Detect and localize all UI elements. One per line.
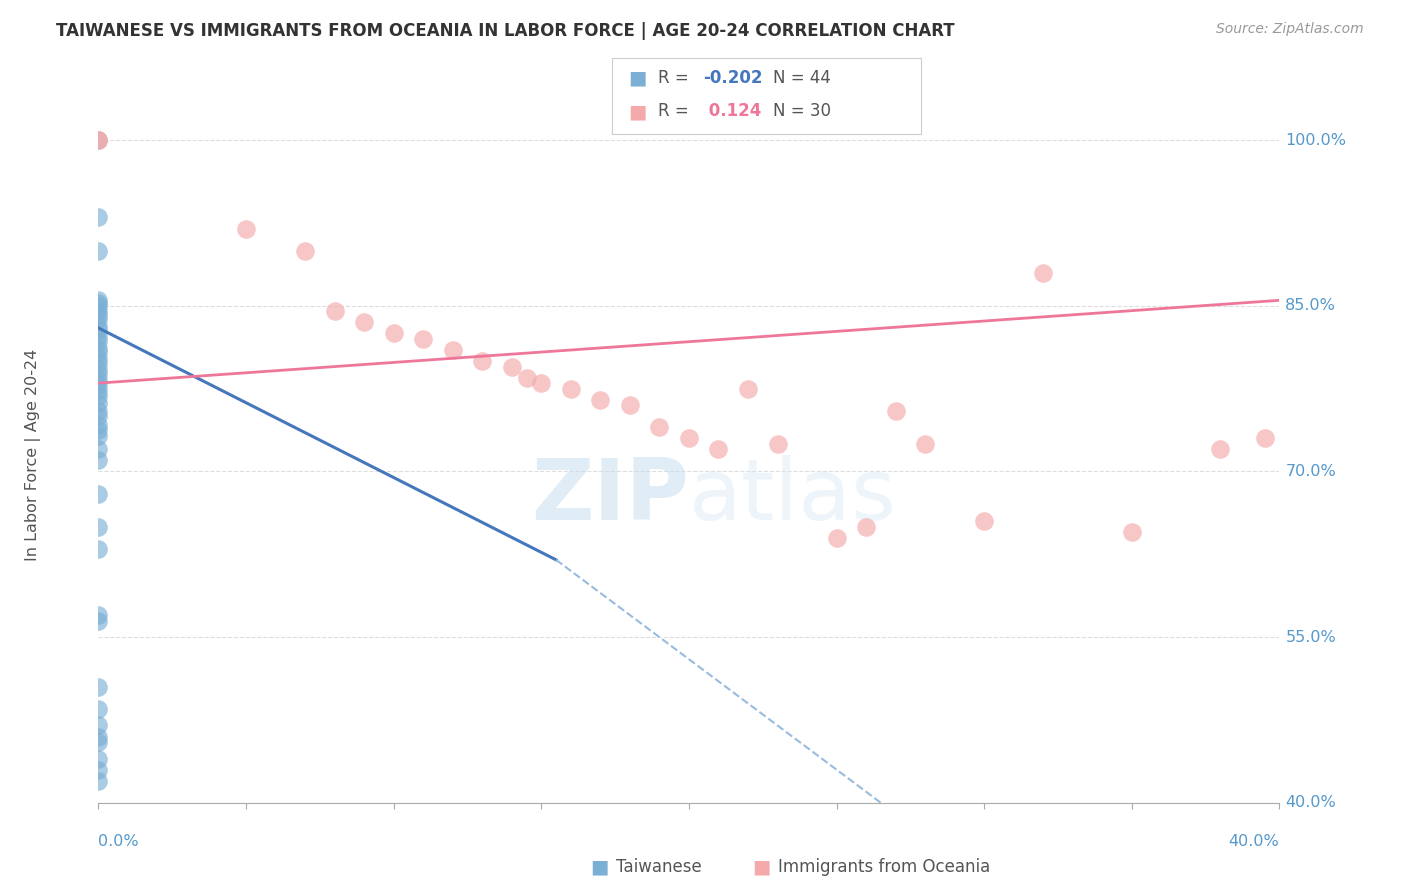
Point <box>87 334 110 348</box>
Point <box>87 442 110 457</box>
Point <box>87 423 110 437</box>
Text: ■: ■ <box>591 857 609 877</box>
Point <box>678 431 700 445</box>
Point <box>353 315 375 329</box>
Point <box>87 299 110 313</box>
Point <box>87 730 110 744</box>
Text: Immigrants from Oceania: Immigrants from Oceania <box>778 858 990 876</box>
Point <box>87 293 110 308</box>
Text: ■: ■ <box>628 102 647 121</box>
Point <box>87 304 110 318</box>
Point <box>87 323 110 337</box>
Point <box>619 398 641 412</box>
Point <box>294 244 316 258</box>
Point <box>87 373 110 387</box>
Point <box>973 514 995 528</box>
Point <box>87 453 110 467</box>
Point <box>412 332 434 346</box>
Point <box>87 718 110 732</box>
Point <box>87 318 110 333</box>
Point <box>87 356 110 370</box>
Text: ZIP: ZIP <box>531 455 689 538</box>
Point <box>501 359 523 374</box>
Point <box>87 773 110 788</box>
Point <box>707 442 730 457</box>
Point <box>87 211 110 225</box>
Text: N = 30: N = 30 <box>773 103 831 120</box>
Point <box>235 221 257 235</box>
Point <box>87 378 110 392</box>
Point <box>87 541 110 556</box>
Point <box>87 519 110 533</box>
Text: TAIWANESE VS IMMIGRANTS FROM OCEANIA IN LABOR FORCE | AGE 20-24 CORRELATION CHAR: TAIWANESE VS IMMIGRANTS FROM OCEANIA IN … <box>56 22 955 40</box>
Point <box>1121 525 1143 540</box>
Text: ■: ■ <box>628 68 647 87</box>
Point <box>87 295 110 310</box>
Point <box>87 328 110 343</box>
Point <box>87 403 110 417</box>
Point <box>87 384 110 398</box>
Point <box>515 370 537 384</box>
Point <box>825 531 848 545</box>
Text: 40.0%: 40.0% <box>1229 834 1279 849</box>
Text: atlas: atlas <box>689 455 897 538</box>
Text: Taiwanese: Taiwanese <box>616 858 702 876</box>
Text: 40.0%: 40.0% <box>1285 796 1336 810</box>
Point <box>87 763 110 777</box>
Point <box>441 343 464 357</box>
Text: R =: R = <box>658 69 695 87</box>
Point <box>87 396 110 410</box>
Point <box>87 312 110 326</box>
Point <box>87 389 110 403</box>
Text: 85.0%: 85.0% <box>1285 298 1336 313</box>
Text: 0.124: 0.124 <box>703 103 762 120</box>
Text: 55.0%: 55.0% <box>1285 630 1336 645</box>
Point <box>87 133 110 147</box>
Point <box>914 437 936 451</box>
Point <box>648 420 671 434</box>
Point <box>87 361 110 376</box>
Point <box>87 429 110 443</box>
Text: R =: R = <box>658 103 695 120</box>
Point <box>766 437 789 451</box>
Point <box>323 304 346 318</box>
Point <box>87 614 110 628</box>
Text: Source: ZipAtlas.com: Source: ZipAtlas.com <box>1216 22 1364 37</box>
Text: -0.202: -0.202 <box>703 69 762 87</box>
Point <box>87 608 110 623</box>
Point <box>87 244 110 258</box>
Point <box>87 680 110 694</box>
Point <box>1032 266 1054 280</box>
Text: 100.0%: 100.0% <box>1285 133 1347 148</box>
Point <box>87 486 110 500</box>
Point <box>87 702 110 716</box>
Point <box>87 133 110 147</box>
Point <box>87 368 110 382</box>
Text: In Labor Force | Age 20-24: In Labor Force | Age 20-24 <box>25 349 41 561</box>
Point <box>589 392 612 407</box>
Point <box>87 351 110 365</box>
Point <box>87 751 110 765</box>
Point <box>87 341 110 355</box>
Point <box>87 308 110 322</box>
Point <box>382 326 405 341</box>
Point <box>471 354 494 368</box>
Point <box>1254 431 1277 445</box>
Point <box>87 133 110 147</box>
Text: N = 44: N = 44 <box>773 69 831 87</box>
Point <box>87 418 110 433</box>
Text: 70.0%: 70.0% <box>1285 464 1336 479</box>
Point <box>884 403 907 417</box>
Point <box>855 519 877 533</box>
Point <box>530 376 553 391</box>
Point <box>87 345 110 359</box>
Text: ■: ■ <box>752 857 770 877</box>
Point <box>87 409 110 424</box>
Point <box>737 382 759 396</box>
Point <box>560 382 582 396</box>
Point <box>1209 442 1232 457</box>
Text: 0.0%: 0.0% <box>98 834 139 849</box>
Point <box>87 735 110 749</box>
